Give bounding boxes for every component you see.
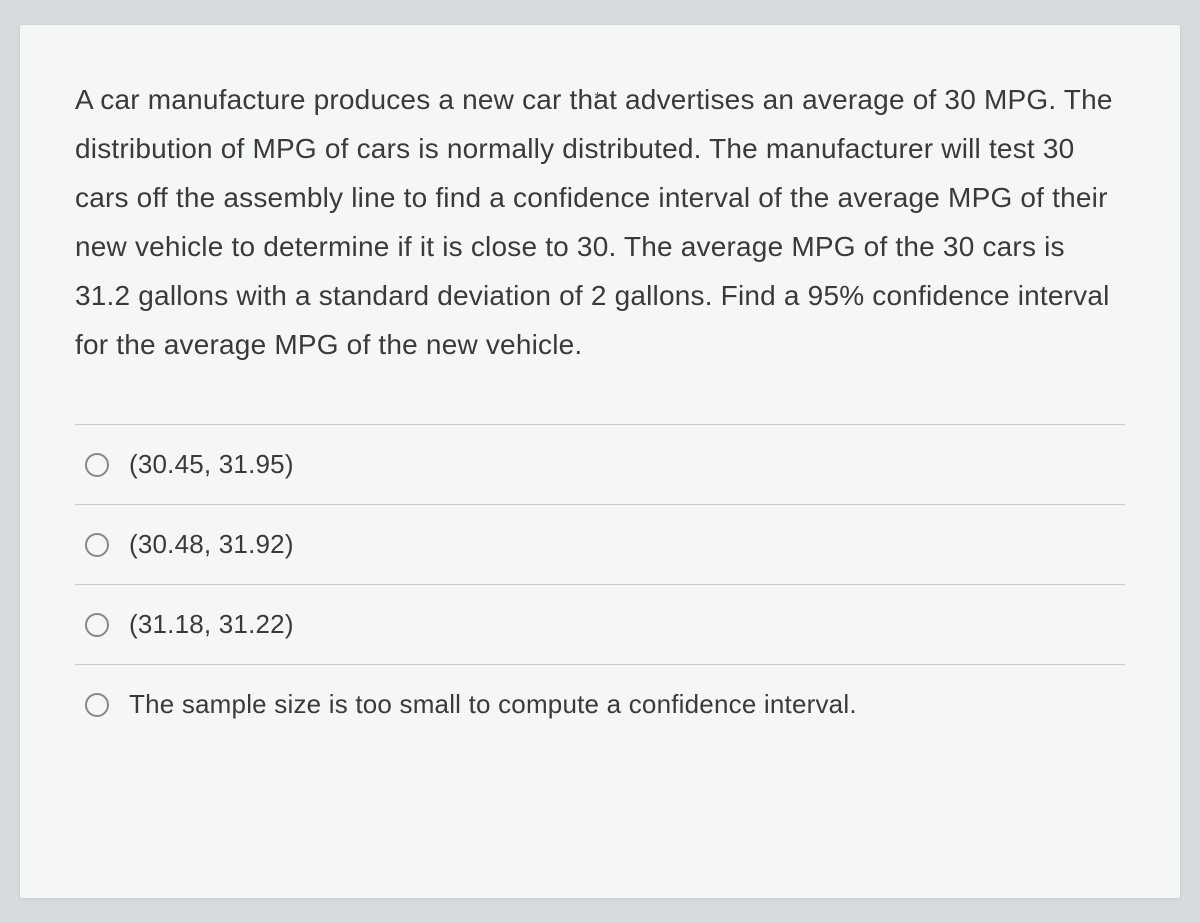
option-row[interactable]: (30.48, 31.92): [75, 504, 1125, 584]
option-label: The sample size is too small to compute …: [129, 689, 857, 720]
radio-icon[interactable]: [85, 453, 109, 477]
option-row[interactable]: The sample size is too small to compute …: [75, 664, 1125, 730]
option-label: (30.48, 31.92): [129, 529, 294, 560]
question-body: A car manufacture produces a new car tha…: [75, 84, 1113, 360]
radio-icon[interactable]: [85, 533, 109, 557]
option-label: (30.45, 31.95): [129, 449, 294, 480]
options-container: (30.45, 31.95) (30.48, 31.92) (31.18, 31…: [75, 424, 1125, 730]
option-row[interactable]: (31.18, 31.22): [75, 584, 1125, 664]
option-label: (31.18, 31.22): [129, 609, 294, 640]
option-row[interactable]: (30.45, 31.95): [75, 424, 1125, 504]
question-text: A car manufacture produces a new car tha…: [75, 75, 1125, 369]
radio-icon[interactable]: [85, 613, 109, 637]
required-marker: *: [594, 85, 600, 113]
radio-icon[interactable]: [85, 693, 109, 717]
question-card: A car manufacture produces a new car tha…: [20, 25, 1180, 898]
